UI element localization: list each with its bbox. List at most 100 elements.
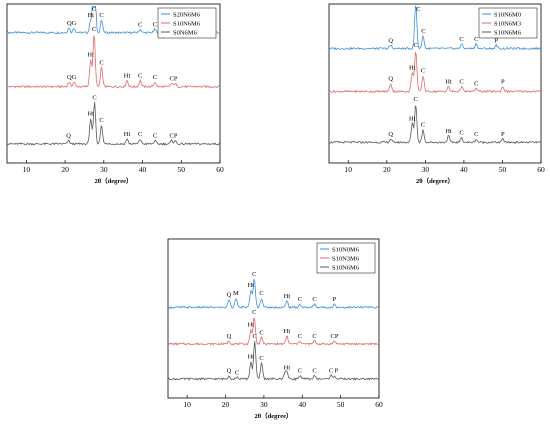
legend-entry: S10N6M3 [494,20,521,27]
peak-label: C [99,117,103,124]
peak-label: Ht [284,328,291,335]
series-line-S10N6M6 [6,35,221,89]
peak-label: Ht [409,115,416,122]
peak-label: C [459,130,463,137]
x-tick-label: 20 [383,165,391,174]
x-tick-label: 30 [260,400,268,409]
peak-label: Ht [87,52,94,59]
peak-label: C [259,330,263,337]
peak-label: C [298,296,302,303]
peak-label: Q [388,37,393,44]
peak-label: C [99,60,103,67]
peak-label: C [252,309,256,316]
peak-label: Q [388,76,393,83]
series-line-S10N6M3 [328,52,542,94]
peak-label: C [138,131,142,138]
x-axis-title: 2θ（degree） [255,412,293,420]
peak-label: Ht [445,128,452,135]
peak-label: Ht [124,131,131,138]
peak-label: P [494,37,498,44]
peak-label: Ht [124,72,131,79]
peak-label: C [298,368,302,375]
series-line-S0N6M6 [6,101,221,146]
peak-label: Ht [248,353,255,360]
peak-label: C [474,131,478,138]
x-tick-label: 60 [537,165,545,174]
peak-label: C [138,21,142,28]
x-tick-label: 50 [499,165,507,174]
plot-frame [328,3,542,164]
peak-label: Ht [248,282,255,289]
peak-label: C [92,6,96,13]
peak-label: C [153,133,157,140]
peak-label: C [298,333,302,340]
peak-label: C [421,28,425,35]
peak-label: CP [331,333,339,340]
peak-label: C [92,95,96,102]
peak-label: C [259,290,263,297]
chart-panel-1: 1020304050602θ（degree）QGHtCCCCPQGHtCCHtC… [6,3,224,185]
peak-label: Ht [87,12,94,19]
peak-label: Ht [248,322,255,329]
peak-label: P [501,131,505,138]
x-tick-label: 10 [183,400,191,409]
x-axis-title: 2θ（degree） [95,177,133,185]
peak-label: C [421,68,425,75]
peak-label: C [421,122,425,129]
peak-label: QG [67,20,77,27]
peak-label: C [459,36,463,43]
peak-label: CP [170,133,178,140]
peak-label: Ht [409,64,416,71]
peak-label: Q [388,131,393,138]
x-tick-label: 40 [139,165,147,174]
peak-label: Ht [445,79,452,86]
peak-label: Q [227,368,232,375]
legend-entry: S10N6M0 [494,11,521,18]
x-tick-label: 60 [216,165,224,174]
x-tick-label: 30 [100,165,108,174]
x-tick-label: 50 [337,400,345,409]
legend-entry: S10N3M6 [332,255,360,262]
plot-frame [6,3,221,164]
series-line-S10N6M6 [167,341,380,381]
peak-label: C [153,21,157,28]
peak-label: C [259,355,263,362]
x-tick-label: 40 [299,400,307,409]
series-line-S10N6M6 [328,105,542,145]
x-tick-label: 50 [178,165,186,174]
peak-label: C [92,26,96,33]
series-line-S10N3M6 [168,317,380,346]
peak-label: Q [227,333,232,340]
peak-label: QG [67,74,77,81]
peak-label: P [335,368,339,375]
peak-label: C [416,6,420,13]
peak-label: P [501,79,505,86]
peak-label: C [99,12,103,19]
legend-entry: S20N6M6 [173,11,201,18]
peak-label: C [414,96,418,103]
plot-frame [167,238,380,399]
peak-label: C [312,333,316,340]
peak-label: Q [66,133,71,140]
peak-label: Q [227,291,232,298]
peak-label: C [253,333,257,340]
peak-label: C [153,74,157,81]
legend-entry: S0N6M6 [173,29,198,36]
x-tick-label: 20 [61,165,69,174]
x-tick-label: 40 [460,165,468,174]
x-tick-label: 10 [345,165,353,174]
peak-label: C [312,368,316,375]
peak-label: CP [170,76,178,83]
legend-entry: S10N6M6 [332,264,360,271]
peak-label: Ht [87,110,94,117]
x-tick-label: 60 [375,400,383,409]
series-line-S10N6M0 [328,5,542,51]
legend-entry: S10N6M6 [173,20,201,27]
peak-label: C [235,369,239,376]
peak-label: C [329,368,333,375]
legend-entry: S10N6M6 [494,29,522,36]
peak-label: C [474,80,478,87]
